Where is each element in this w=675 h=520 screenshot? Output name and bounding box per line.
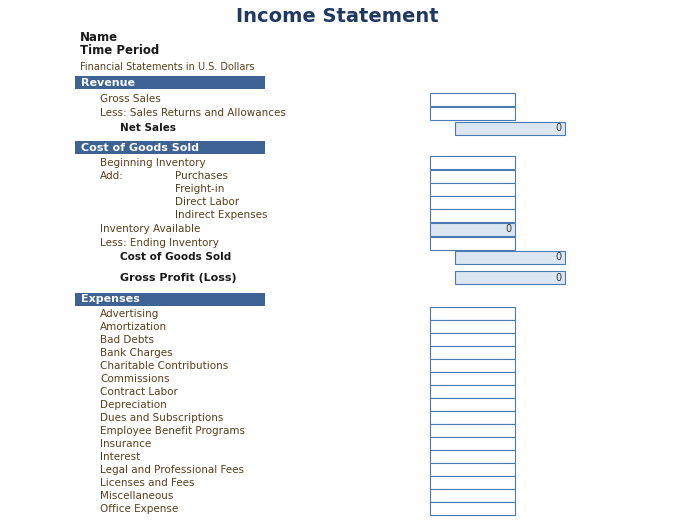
Bar — [430, 183, 515, 196]
Text: Time Period: Time Period — [80, 44, 159, 57]
Text: Depreciation: Depreciation — [100, 400, 167, 410]
Text: Financial Statements in U.S. Dollars: Financial Statements in U.S. Dollars — [80, 62, 254, 72]
Text: Contract Labor: Contract Labor — [100, 387, 178, 397]
Bar — [430, 156, 515, 169]
Bar — [75, 141, 265, 154]
Bar — [455, 122, 565, 135]
Bar — [430, 93, 515, 106]
Bar — [430, 372, 515, 385]
Bar — [430, 489, 515, 502]
Text: 0: 0 — [556, 272, 562, 283]
Bar — [455, 251, 565, 264]
Text: Indirect Expenses: Indirect Expenses — [175, 211, 267, 220]
Bar — [430, 476, 515, 489]
Bar — [430, 346, 515, 359]
Bar — [430, 411, 515, 424]
Bar — [430, 463, 515, 476]
Bar — [430, 437, 515, 450]
Bar — [75, 292, 265, 305]
Text: Bank Charges: Bank Charges — [100, 348, 173, 358]
Bar — [430, 223, 515, 236]
Text: Beginning Inventory: Beginning Inventory — [100, 158, 206, 167]
Text: 0: 0 — [506, 224, 512, 235]
Text: 0: 0 — [556, 123, 562, 133]
Text: Net Sales: Net Sales — [120, 123, 176, 133]
Text: Interest: Interest — [100, 452, 140, 462]
Text: Freight-in: Freight-in — [175, 185, 224, 194]
Bar — [430, 237, 515, 250]
Text: Add:: Add: — [100, 172, 124, 181]
Text: Commissions: Commissions — [100, 374, 169, 384]
Text: Licenses and Fees: Licenses and Fees — [100, 478, 194, 488]
Text: Direct Labor: Direct Labor — [175, 198, 239, 207]
Text: Charitable Contributions: Charitable Contributions — [100, 361, 228, 371]
Text: Cost of Goods Sold: Cost of Goods Sold — [120, 252, 232, 262]
Bar — [430, 170, 515, 183]
Text: Expenses: Expenses — [81, 294, 140, 304]
Bar — [430, 424, 515, 437]
Text: Gross Profit (Loss): Gross Profit (Loss) — [120, 272, 237, 283]
Text: Inventory Available: Inventory Available — [100, 224, 200, 235]
Text: Office Expense: Office Expense — [100, 504, 178, 514]
Text: 0: 0 — [556, 252, 562, 262]
Bar — [430, 385, 515, 398]
Text: Income Statement: Income Statement — [236, 7, 439, 26]
Text: Less: Sales Returns and Allowances: Less: Sales Returns and Allowances — [100, 108, 286, 118]
Text: Gross Sales: Gross Sales — [100, 94, 161, 105]
Text: Miscellaneous: Miscellaneous — [100, 491, 173, 501]
Bar — [430, 107, 515, 120]
Bar — [430, 307, 515, 320]
Bar — [430, 209, 515, 222]
Text: Employee Benefit Programs: Employee Benefit Programs — [100, 426, 245, 436]
Bar — [430, 398, 515, 411]
Bar — [430, 196, 515, 209]
Bar — [75, 76, 265, 89]
Bar — [430, 450, 515, 463]
Text: Amortization: Amortization — [100, 322, 167, 332]
Text: Bad Debts: Bad Debts — [100, 335, 154, 345]
Text: Legal and Professional Fees: Legal and Professional Fees — [100, 465, 244, 475]
Text: Name: Name — [80, 31, 118, 44]
Text: Cost of Goods Sold: Cost of Goods Sold — [81, 142, 199, 153]
Text: Insurance: Insurance — [100, 439, 151, 449]
Bar — [430, 359, 515, 372]
Bar — [430, 333, 515, 346]
Text: Revenue: Revenue — [81, 77, 135, 88]
Text: Purchases: Purchases — [175, 172, 228, 181]
Bar — [430, 502, 515, 515]
Text: Less: Ending Inventory: Less: Ending Inventory — [100, 238, 219, 248]
Bar — [455, 271, 565, 284]
Text: Dues and Subscriptions: Dues and Subscriptions — [100, 413, 223, 423]
Text: Advertising: Advertising — [100, 309, 159, 319]
Bar — [430, 320, 515, 333]
